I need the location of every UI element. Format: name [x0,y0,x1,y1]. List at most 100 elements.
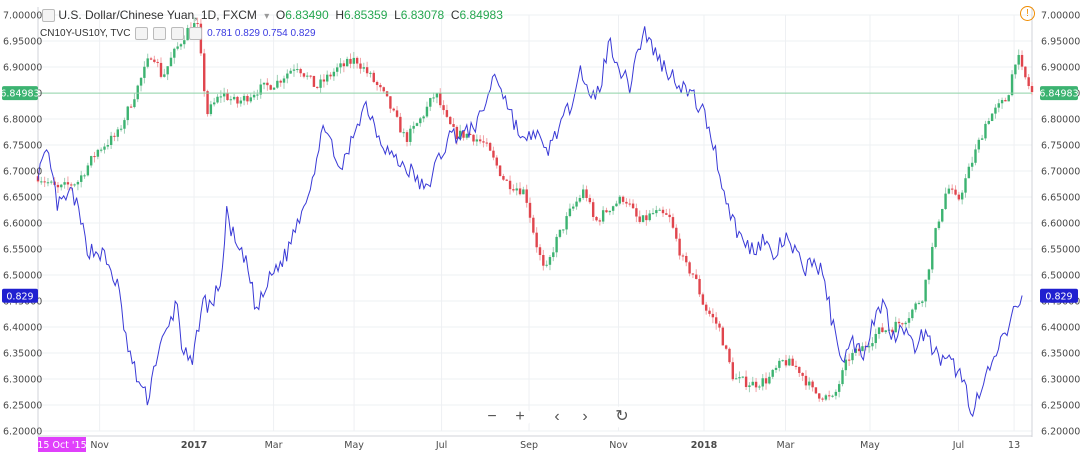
candle-body [282,78,286,83]
overlay-symbol[interactable]: CN10Y-US10Y, TVC [40,28,131,40]
candle-body [1020,54,1024,67]
scroll-right-button[interactable]: › [574,406,596,428]
x-tick-label: 2017 [181,440,207,451]
candle-body [269,85,272,90]
candle-body [279,80,282,83]
candle-body [814,387,818,394]
x-tick-label: Mar [265,440,283,451]
candle-body [286,73,289,79]
candle-body [811,381,814,388]
y-tick-label-left: 6.25000 [3,401,42,412]
zoom-out-button[interactable]: − [481,406,503,428]
y-tick-label-right: 6.70000 [1041,167,1080,178]
candle-body [459,130,462,139]
candle-body [379,84,382,88]
candle-body [685,255,688,263]
candle-body [262,82,266,85]
candle-body [146,58,149,67]
candle-body [242,95,246,101]
candle-body [515,188,518,191]
warning-circle-icon[interactable]: ! [1020,6,1035,21]
candle-body [625,201,628,204]
candle-body [345,58,349,67]
x-tick-label: Nov [90,440,109,451]
candle-body [272,87,276,90]
candle-body [565,216,568,230]
candle-body [375,81,379,85]
candle-body [209,104,213,115]
candle-body [372,72,375,82]
candle-body [116,129,119,137]
candle-body [605,210,608,213]
candle-body [123,120,126,129]
candle-body [126,106,129,121]
y-tick-label-left: 6.75000 [3,141,42,152]
candle-body [99,149,103,151]
candle-body [83,175,86,177]
candle-body [439,93,442,106]
candle-body [788,358,791,366]
candle-body [365,67,369,74]
candle-body [921,301,924,303]
candle-body [907,318,911,323]
candle-body [728,348,731,363]
candle-body [655,210,658,214]
candle-body [452,124,455,127]
time-axis: Nov 2017 Mar May Jul Sep Nov 2018 Mar May Jul 13 [90,440,1020,451]
candle-body [212,102,216,105]
candle-body [911,309,914,319]
x-tick-label: Nov [609,440,628,451]
settings-icon[interactable] [152,27,166,40]
candle-body [828,395,831,397]
candle-body [93,156,96,158]
candle-body [1027,77,1030,87]
symbol-title[interactable]: U.S. Dollar/Chinese Yuan, 1D, FXCM [58,8,257,22]
candle-body [881,327,884,333]
close-icon[interactable] [170,27,184,40]
candle-body [931,246,934,270]
svg-text:6.84983: 6.84983 [1039,89,1078,100]
y-tick-label-left: 6.30000 [3,375,42,386]
candle-body [894,321,897,333]
zoom-in-button[interactable]: + [509,406,531,428]
candle-body [638,216,641,222]
candle-body [964,178,967,193]
candle-body [402,132,405,134]
candle-body [186,27,189,41]
candle-body [163,74,166,77]
y-tick-label-left: 6.65000 [3,193,42,204]
candle-body [708,310,711,314]
collapse-toggle-icon[interactable] [42,9,55,23]
candle-body [316,86,319,88]
candle-body [432,97,435,99]
candle-body [611,206,615,211]
candle-body [179,44,183,47]
candle-body [631,203,635,209]
candle-body [778,360,781,368]
candle-body [50,181,53,183]
candle-body [798,366,801,373]
chevron-down-icon[interactable]: ▾ [264,11,270,22]
x-tick-label: Jul [952,440,964,451]
svg-text:0.829: 0.829 [6,291,33,302]
candle-body [934,228,937,247]
right-price-tag: 6.84983 [1039,86,1079,101]
candle-body [562,229,565,231]
scroll-left-button[interactable]: ‹ [546,406,568,428]
candle-body [552,252,555,258]
y-tick-label-right: 6.30000 [1041,375,1080,386]
candle-body [359,63,362,69]
candle-body [60,184,63,188]
y-tick-label-left: 7.00000 [3,11,42,22]
reset-chart-button[interactable]: ↻ [611,406,633,428]
eye-icon[interactable] [135,27,149,40]
candle-body [877,327,881,334]
candle-body [621,196,625,202]
candle-body [917,302,921,304]
candle-body [645,215,648,221]
candle-body [711,313,715,318]
candle-body [867,346,871,348]
more-icon[interactable] [188,27,202,40]
candle-body [306,75,309,77]
